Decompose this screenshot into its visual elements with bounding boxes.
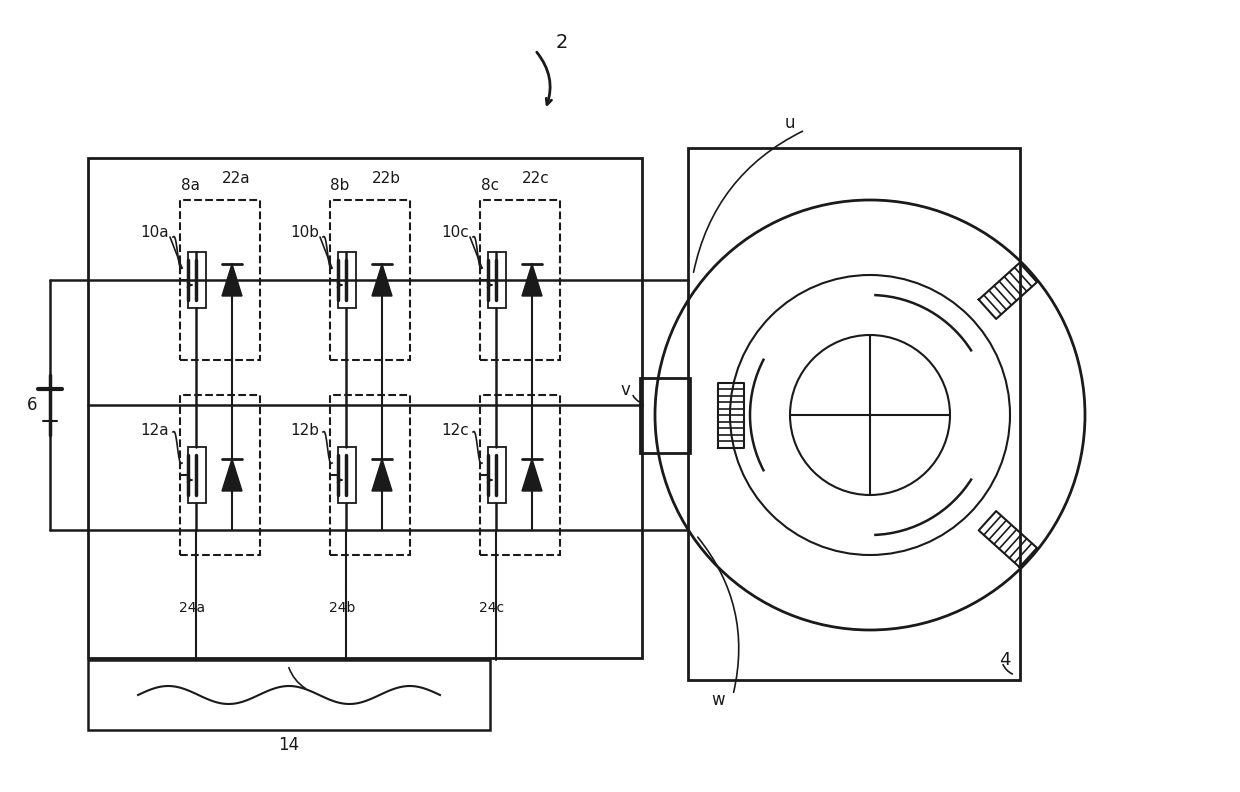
- Polygon shape: [372, 459, 392, 491]
- Text: 10c: 10c: [441, 224, 469, 239]
- Bar: [640, 378, 689, 452]
- Bar: [188, 447, 206, 503]
- Bar: [88, 158, 642, 658]
- Bar: [489, 252, 506, 308]
- Text: 8c: 8c: [481, 177, 498, 192]
- Text: 2: 2: [556, 32, 568, 51]
- Text: 6: 6: [27, 396, 37, 414]
- Bar: [688, 148, 1021, 680]
- Text: 22c: 22c: [522, 170, 549, 185]
- Text: 12a: 12a: [140, 422, 170, 437]
- Bar: [339, 252, 356, 308]
- Text: 24b: 24b: [329, 601, 355, 615]
- Bar: [480, 200, 560, 360]
- Bar: [489, 447, 506, 503]
- Polygon shape: [522, 459, 542, 491]
- Bar: [480, 395, 560, 555]
- Polygon shape: [222, 264, 242, 296]
- Text: 12c: 12c: [441, 422, 469, 437]
- Polygon shape: [372, 264, 392, 296]
- Bar: [330, 200, 410, 360]
- Text: 22a: 22a: [222, 170, 250, 185]
- Text: 8b: 8b: [330, 177, 350, 192]
- Bar: [188, 252, 206, 308]
- Bar: [339, 447, 356, 503]
- Bar: [180, 200, 260, 360]
- Bar: [180, 395, 260, 555]
- Text: u: u: [785, 114, 795, 132]
- Polygon shape: [522, 264, 542, 296]
- Text: 10b: 10b: [290, 224, 320, 239]
- Text: 22b: 22b: [372, 170, 401, 185]
- Text: 24a: 24a: [179, 601, 205, 615]
- Bar: [88, 660, 490, 730]
- Text: v: v: [620, 381, 630, 399]
- Polygon shape: [222, 459, 242, 491]
- Text: 4: 4: [999, 651, 1011, 669]
- Text: w: w: [712, 691, 725, 709]
- Text: 24c: 24c: [480, 601, 505, 615]
- Text: 8a: 8a: [181, 177, 200, 192]
- Text: 14: 14: [279, 736, 300, 754]
- Text: 12b: 12b: [290, 422, 320, 437]
- Bar: [330, 395, 410, 555]
- Text: 10a: 10a: [140, 224, 170, 239]
